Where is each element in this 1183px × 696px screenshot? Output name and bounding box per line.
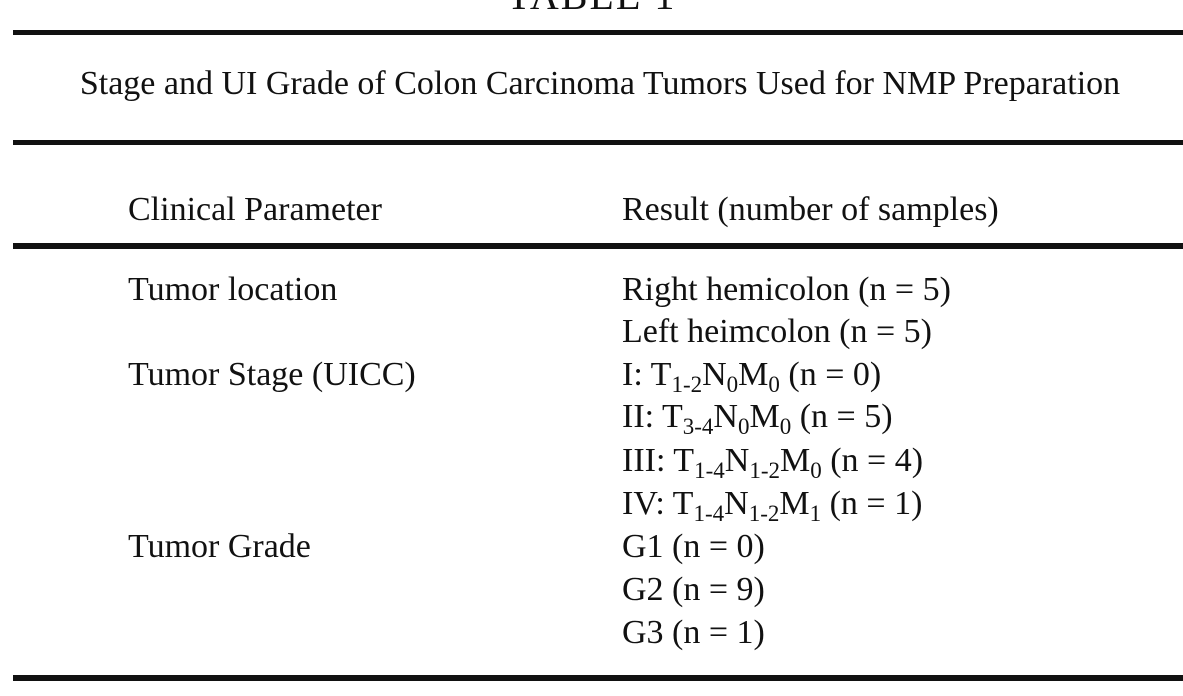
- result-stage-2: II: T3-4N0M0 (n = 5): [622, 397, 893, 437]
- stage-t-sub: 1-4: [694, 458, 725, 483]
- result-grade-3: G3 (n = 1): [622, 613, 765, 653]
- stage-count: (n = 4): [822, 442, 923, 479]
- stage-count: (n = 5): [791, 398, 892, 435]
- stage-count: (n = 0): [780, 356, 881, 393]
- stage-t-sub: 3-4: [683, 414, 714, 439]
- stage-m-sub: 1: [810, 501, 822, 526]
- caption-rule: [13, 140, 1183, 145]
- stage-t-sub: 1-2: [671, 372, 702, 397]
- stage-n-letter: N: [702, 356, 727, 393]
- bottom-rule: [13, 675, 1183, 681]
- table-caption: Stage and UI Grade of Colon Carcinoma Tu…: [60, 62, 1140, 106]
- stage-m-letter: M: [749, 398, 779, 435]
- stage-m-sub: 0: [780, 414, 792, 439]
- stage-n-sub: 0: [727, 372, 739, 397]
- stage-m-letter: M: [738, 356, 768, 393]
- result-location-left: Left heimcolon (n = 5): [622, 312, 932, 352]
- stage-n-sub: 1-2: [749, 458, 780, 483]
- top-rule: [13, 30, 1183, 35]
- stage-n-sub: 0: [738, 414, 750, 439]
- stage-n-letter: N: [725, 442, 750, 479]
- stage-m-sub: 0: [768, 372, 780, 397]
- row-label-location: Tumor location: [128, 270, 337, 310]
- result-stage-3: III: T1-4N1-2M0 (n = 4): [622, 441, 923, 481]
- table-label: TABLE 1: [0, 0, 1183, 16]
- result-grade-1: G1 (n = 0): [622, 527, 765, 567]
- stage-n-letter: N: [713, 398, 738, 435]
- row-label-stage: Tumor Stage (UICC): [128, 355, 416, 395]
- stage-m-letter: M: [779, 485, 809, 522]
- column-header-parameter: Clinical Parameter: [128, 190, 382, 230]
- stage-prefix: IV: T: [622, 485, 693, 522]
- stage-prefix: II: T: [622, 398, 683, 435]
- column-header-result: Result (number of samples): [622, 190, 999, 230]
- header-rule: [13, 243, 1183, 249]
- stage-n-sub: 1-2: [749, 501, 780, 526]
- result-grade-2: G2 (n = 9): [622, 570, 765, 610]
- stage-prefix: I: T: [622, 356, 671, 393]
- result-stage-1: I: T1-2N0M0 (n = 0): [622, 355, 881, 395]
- stage-m-letter: M: [780, 442, 810, 479]
- result-stage-4: IV: T1-4N1-2M1 (n = 1): [622, 484, 922, 524]
- stage-n-letter: N: [724, 485, 749, 522]
- stage-prefix: III: T: [622, 442, 694, 479]
- stage-m-sub: 0: [810, 458, 822, 483]
- stage-t-sub: 1-4: [693, 501, 724, 526]
- stage-count: (n = 1): [821, 485, 922, 522]
- row-label-grade: Tumor Grade: [128, 527, 311, 567]
- result-location-right: Right hemicolon (n = 5): [622, 270, 951, 310]
